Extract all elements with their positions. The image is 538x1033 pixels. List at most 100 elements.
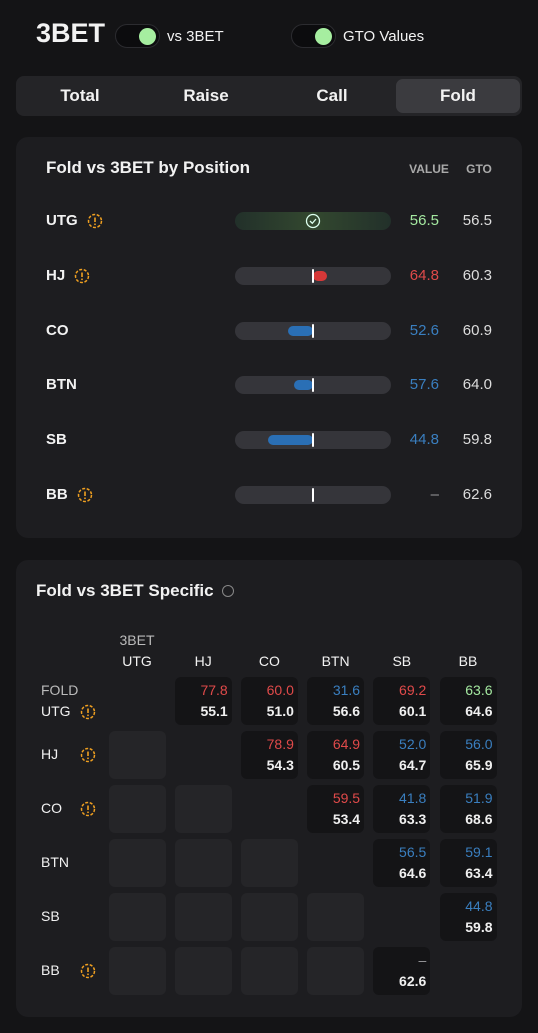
deviation-fill [288,325,313,336]
position-label: SB [46,431,67,449]
toggle-label[interactable]: vs 3BET [167,28,224,45]
column-label: BB [458,653,478,669]
cell-value: 69.2 [399,682,427,698]
row-caption: FOLD [41,682,79,698]
column-label: CO [258,653,280,669]
cell-gto: 59.8 [465,919,493,935]
empty-cell [108,839,166,887]
deviation-bar [235,431,391,450]
gto-marker [312,268,314,283]
value-text: 64.8 [409,266,439,284]
page-title: 3BET [36,18,106,48]
warning-icon [80,963,96,979]
empty-cell [240,947,298,995]
cell-gto: 65.9 [465,757,493,773]
cell-gto: 63.3 [399,811,427,827]
cell-value: 60.0 [266,682,294,698]
cell-value: 78.9 [266,736,294,752]
cell-value: 44.8 [465,898,493,914]
row-label: CO [41,800,62,816]
cell-value: 31.6 [332,682,361,698]
column-label: BTN [321,653,350,669]
empty-cell [108,731,166,779]
empty-cell [108,785,166,833]
cell-gto: 64.6 [465,703,493,719]
position-label: HJ [46,266,66,284]
value-text: 52.6 [409,321,439,339]
gto-text: 60.3 [462,266,492,284]
gto-text: 60.9 [462,321,492,339]
position-label: UTG [46,212,78,229]
warning-icon [74,268,90,284]
warning-icon [80,704,96,720]
warning-icon [80,747,96,763]
row-label: HJ [41,746,59,762]
cell-value: – [418,952,427,968]
check-icon [305,213,321,229]
cell-value: 51.9 [465,790,493,806]
deviation-bar [235,212,391,230]
column-header: GTO [466,162,492,176]
column-label: SB [392,653,412,669]
gto-text: 62.6 [462,486,492,503]
cell-value: 64.9 [332,736,361,752]
cell-value: 56.5 [399,844,427,860]
column-label: HJ [194,653,212,669]
row-label: BTN [41,854,69,870]
value-text: 44.8 [409,431,439,449]
cell-value: 56.0 [465,736,493,752]
matrix-cell: 44.8 59.8 [439,893,497,941]
matrix-cell: 59.1 63.4 [439,839,497,887]
tab[interactable]: Fold [396,79,520,113]
cell-gto: 63.4 [465,865,493,881]
column-caption: 3BET [119,632,155,648]
toggle-label[interactable]: GTO Values [343,28,425,45]
toggle[interactable] [291,24,336,48]
matrix-cell: 64.9 60.5 [307,731,365,779]
gto-marker [312,433,314,448]
deviation-fill [313,270,327,281]
matrix-cell: 41.8 63.3 [373,785,431,833]
deviation-bar [235,266,391,285]
gto-text: 59.8 [462,431,492,449]
toggle[interactable] [115,24,160,48]
gto-marker [312,488,314,502]
gto-marker [312,378,314,393]
cell-gto: 64.6 [399,865,427,881]
matrix-cell: 69.2 60.1 [373,677,431,725]
gto-marker [312,323,314,338]
cell-gto: 62.6 [399,973,427,989]
panel-title: Fold vs 3BET Specific [36,581,214,600]
help-icon [221,585,234,597]
warning-icon [87,213,102,229]
warning-icon [77,487,92,503]
empty-cell [240,839,298,887]
row-label: SB [41,908,60,924]
empty-cell [307,947,365,995]
tab[interactable]: Total [60,86,100,105]
tab[interactable]: Raise [183,86,229,105]
deviation-bar [235,321,391,340]
matrix-cell: 63.6 64.6 [439,677,497,725]
matrix-cell: 51.9 68.6 [439,785,497,833]
panel-title: Fold vs 3BET by Position [46,158,251,177]
cell-gto: 60.1 [399,703,427,719]
matrix-cell: 52.0 64.7 [373,731,431,779]
deviation-fill [293,380,313,391]
position-label: BB [46,486,68,503]
toggle-knob [315,28,332,45]
cell-gto: 64.7 [399,757,427,773]
matrix-cell: 59.5 53.4 [307,785,365,833]
gto-text: 64.0 [462,376,492,394]
matrix-cell: 60.0 51.0 [240,677,298,725]
cell-value: 77.8 [200,682,228,698]
value-text: – [430,486,439,503]
deviation-fill [268,435,313,446]
empty-cell [240,893,298,941]
cell-value: 59.1 [465,844,493,860]
tab[interactable]: Call [316,86,348,105]
matrix-cell: 31.6 56.6 [307,677,365,725]
column-header: VALUE [409,162,449,176]
cell-gto: 54.3 [266,757,294,773]
